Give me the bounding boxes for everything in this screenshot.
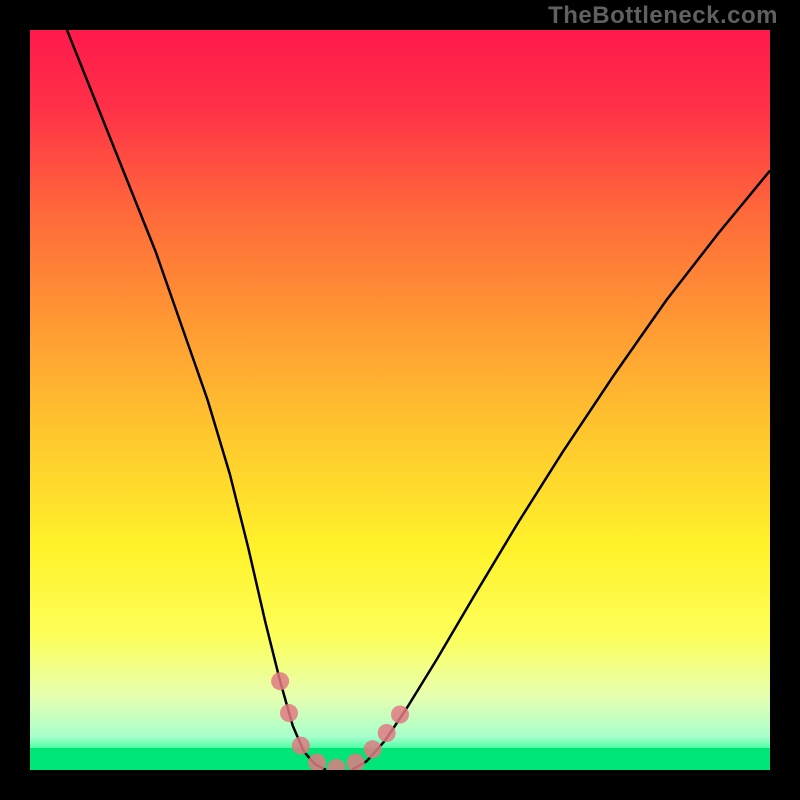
watermark-text: TheBottleneck.com	[548, 2, 778, 30]
marker-dot	[347, 754, 365, 770]
plot-area	[30, 30, 770, 770]
marker-dot	[308, 754, 326, 770]
marker-dots	[271, 672, 409, 770]
marker-dot	[271, 672, 289, 690]
marker-dot	[292, 737, 310, 755]
marker-dot	[327, 759, 345, 770]
marker-dot	[364, 740, 382, 758]
marker-dot	[391, 706, 409, 724]
chart-container: { "canvas": { "width": 800, "height": 80…	[0, 0, 800, 800]
bottleneck-curves	[30, 30, 770, 770]
left-curve	[67, 30, 326, 770]
marker-dot	[280, 704, 298, 722]
right-curve	[352, 171, 770, 770]
marker-dot	[378, 724, 396, 742]
